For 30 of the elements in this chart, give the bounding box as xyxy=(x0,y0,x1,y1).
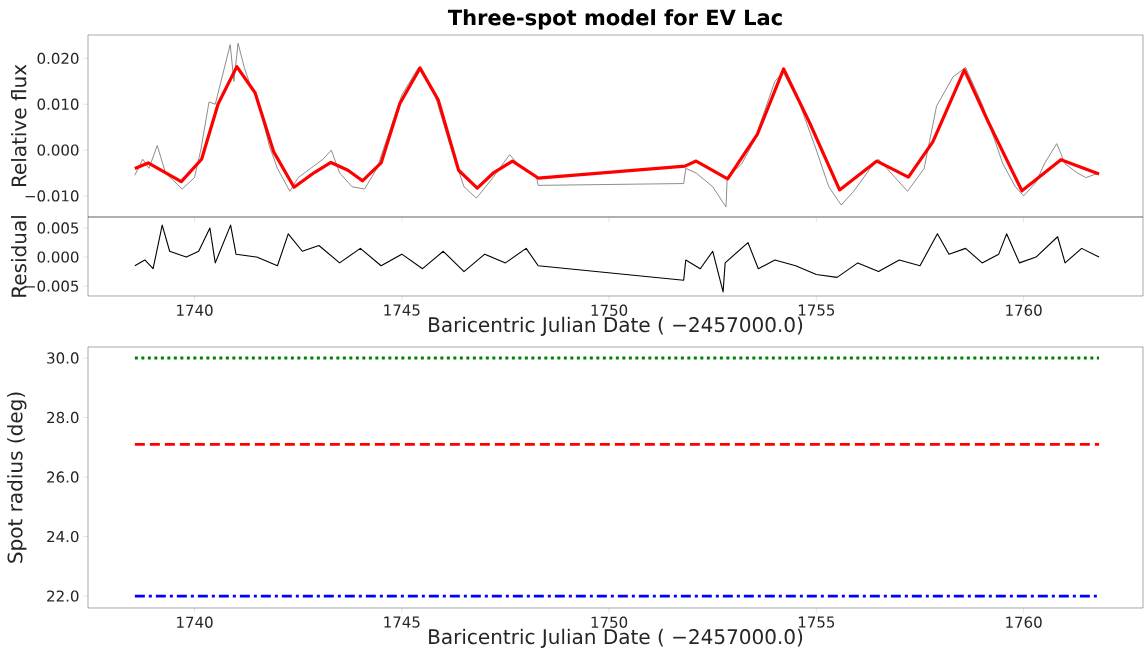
x-tick-label: 1760 xyxy=(1006,616,1042,628)
y-axis-title: Residual xyxy=(10,216,27,297)
x-tick-label: 1760 xyxy=(1006,304,1042,316)
line-series xyxy=(133,65,1101,193)
chart-title: Three-spot model for EV Lac xyxy=(447,9,782,30)
x-axis-title: Baricentric Julian Date ( −2457000.0) xyxy=(429,628,803,648)
x-axis-title: Baricentric Julian Date ( −2457000.0) xyxy=(429,316,803,336)
x-tick-label: 1745 xyxy=(384,304,420,316)
y-tick-label: 22.0 xyxy=(47,590,79,602)
x-tick-label: 1740 xyxy=(177,616,213,628)
y-tick-label: 0.020 xyxy=(37,52,79,65)
y-tick-label: 0.005 xyxy=(37,222,79,234)
y-tick-label: 0.000 xyxy=(37,251,79,263)
x-tick-label: 1740 xyxy=(177,304,213,316)
y-axis-title: Relative flux xyxy=(10,64,27,187)
y-tick-label: 30.0 xyxy=(47,352,79,364)
x-tick-label: 1750 xyxy=(591,616,628,628)
x-tick-label: 1755 xyxy=(798,616,835,628)
x-tick-label: 1745 xyxy=(384,616,420,628)
line-series xyxy=(134,224,1100,293)
y-tick-label: 26.0 xyxy=(47,471,79,483)
y-tick-label: −0.005 xyxy=(25,280,79,292)
y-tick-label: 24.0 xyxy=(47,530,79,543)
y-tick-label: −0.010 xyxy=(25,190,79,202)
y-tick-label: 0.010 xyxy=(37,98,79,110)
y-tick-label: 0.000 xyxy=(37,144,79,156)
y-axis-title: Spot radius (deg) xyxy=(7,392,27,563)
y-tick-label: 28.0 xyxy=(47,411,79,424)
x-tick-label: 1755 xyxy=(798,304,835,316)
x-tick-label: 1750 xyxy=(591,304,628,316)
